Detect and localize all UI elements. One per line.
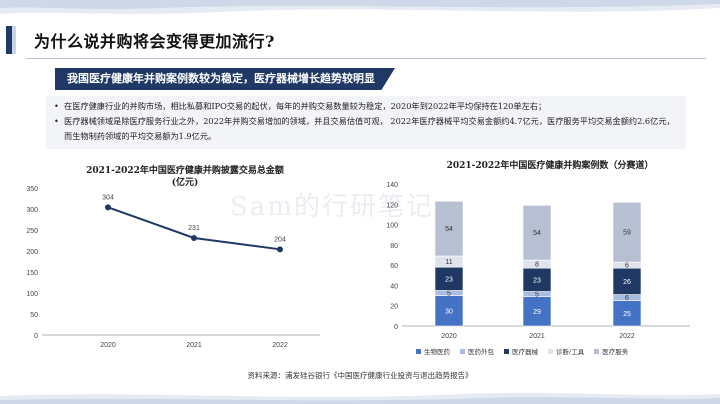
line-chart-title: 2021-2022年中国医疗健康并购披露交易总金额 (亿元) bbox=[60, 165, 310, 189]
legend-label: 医药外包 bbox=[468, 348, 494, 356]
title-accent-bar bbox=[6, 26, 16, 54]
bar-data-label: 5 bbox=[535, 292, 539, 299]
legend-label: 生物医药 bbox=[424, 348, 450, 356]
legend-label: 诊断/工具 bbox=[556, 348, 585, 356]
bar-segment bbox=[522, 296, 552, 327]
bar-segment bbox=[612, 267, 642, 295]
line-y-tick-label: 200 bbox=[26, 249, 38, 256]
bar-y-tick-label: 60 bbox=[390, 263, 398, 270]
line-chart: 0 50 100 150 200 250 300 350 2020 2021 2022 304 231 2… bbox=[26, 186, 320, 349]
line-y-tick-label: 350 bbox=[26, 186, 38, 193]
source-note: 资料来源：浦发硅谷银行《中国医疗健康行业投资与退出趋势报告》 bbox=[247, 371, 473, 380]
line-y-tick-label: 150 bbox=[26, 270, 38, 277]
bar-y-tick-label: 0 bbox=[394, 324, 398, 331]
bar-segment bbox=[434, 200, 464, 257]
line-y-tick-label: 0 bbox=[34, 333, 38, 340]
legend-swatch bbox=[548, 348, 553, 354]
stacked-bar-chart: 0 20 40 60 80 100 120 140 30 5 23 11 54 2020 29 5 23 8 54 2… bbox=[386, 182, 690, 340]
bar-data-label: 23 bbox=[445, 276, 453, 283]
legend-swatch bbox=[504, 348, 509, 354]
title-divider bbox=[26, 58, 706, 59]
bar-data-label: 5 bbox=[447, 291, 451, 298]
bar-data-label: 25 bbox=[623, 311, 631, 318]
bar-y-tick-label: 80 bbox=[390, 243, 398, 250]
legend-item: 诊断/工具 bbox=[548, 346, 584, 356]
line-point bbox=[105, 204, 111, 211]
bar-data-label: 23 bbox=[533, 277, 541, 284]
bullet-item: • 医疗器械领域是除医疗服务行业之外，2022年并购交易增加的领域，并且交易估值… bbox=[54, 114, 678, 144]
bar-data-label: 30 bbox=[445, 308, 453, 315]
line-x-tick-label: 2022 bbox=[272, 342, 288, 349]
bar-x-tick-label: 2021 bbox=[529, 333, 545, 340]
line-data-label: 304 bbox=[102, 194, 114, 201]
line-chart-subtitle: (亿元) bbox=[171, 178, 199, 188]
bar-segment bbox=[434, 295, 464, 327]
line-point bbox=[277, 246, 283, 253]
bar-y-tick-label: 140 bbox=[386, 182, 398, 189]
bar-y-tick-label: 100 bbox=[386, 223, 398, 230]
footer-wave-decoration bbox=[0, 392, 720, 404]
legend-item: 医药外包 bbox=[460, 346, 494, 356]
legend-label: 医疗器械 bbox=[512, 348, 538, 356]
line-point bbox=[191, 234, 197, 241]
line-y-tick-label: 300 bbox=[26, 207, 38, 214]
legend-swatch bbox=[594, 348, 600, 354]
bar-segment bbox=[612, 201, 642, 263]
line-data-label: 231 bbox=[188, 225, 200, 232]
bar-segment bbox=[612, 300, 642, 327]
bullet-dot: • bbox=[54, 116, 59, 126]
header-wave-decoration bbox=[0, 0, 720, 14]
line-y-tick-label: 50 bbox=[30, 312, 38, 319]
bar-data-label: 11 bbox=[445, 259, 452, 266]
bar-data-label: 6 bbox=[625, 295, 629, 302]
line-x-tick-label: 2020 bbox=[100, 342, 116, 349]
legend-swatch bbox=[416, 348, 421, 354]
bar-data-label: 26 bbox=[623, 279, 631, 286]
bar-data-label: 59 bbox=[623, 230, 631, 237]
page-title: 为什么说并购将会变得更加流行? bbox=[34, 32, 275, 51]
legend-label: 医疗服务 bbox=[602, 348, 629, 356]
bar-segment bbox=[522, 204, 552, 261]
line-y-tick-label: 100 bbox=[26, 291, 38, 298]
bar-x-tick-label: 2022 bbox=[619, 333, 635, 340]
line-x-tick-label: 2021 bbox=[186, 342, 202, 349]
bullet-text: 医疗器械领域是除医疗服务行业之外，2022年并购交易增加的领域，并且交易估值可观… bbox=[64, 116, 675, 141]
legend-swatch bbox=[460, 348, 465, 354]
bar-data-label: 29 bbox=[533, 309, 541, 316]
bar-data-label: 54 bbox=[533, 230, 541, 237]
bullet-item: • 在医疗健康行业的并购市场，相比私募和IPO交易的起伏，每年的并购交易数量较为… bbox=[54, 99, 678, 114]
bar-chart-title: 2021-2022年中国医疗健康并购案例数（分赛道） bbox=[446, 161, 654, 171]
line-y-tick-label: 250 bbox=[26, 228, 38, 235]
legend-item: 医疗器械 bbox=[504, 346, 538, 356]
bullet-dot: • bbox=[54, 101, 59, 111]
section-banner: 我国医疗健康年并购案例数较为稳定，医疗器械增长趋势较明显 bbox=[55, 68, 395, 90]
bar-data-label: 6 bbox=[625, 263, 629, 270]
bar-data-label: 54 bbox=[445, 226, 453, 233]
line-data-label: 204 bbox=[274, 236, 286, 243]
legend-item: 生物医药 bbox=[416, 346, 450, 356]
bar-y-tick-label: 20 bbox=[390, 304, 398, 311]
bullet-list: • 在医疗健康行业的并购市场，相比私募和IPO交易的起伏，每年的并购交易数量较为… bbox=[46, 96, 686, 149]
bar-y-tick-label: 120 bbox=[386, 202, 398, 209]
watermark: Sam的行研笔记 bbox=[230, 192, 434, 222]
line-chart-title-text: 2021-2022年中国医疗健康并购披露交易总金额 bbox=[86, 166, 284, 176]
bullet-text: 在医疗健康行业的并购市场，相比私募和IPO交易的起伏，每年的并购交易数量较为稳定… bbox=[64, 101, 547, 111]
bar-data-label: 8 bbox=[535, 262, 539, 269]
bar-chart-legend: 生物医药 医药外包 医疗器械 诊断/工具 医疗服务 bbox=[416, 346, 628, 356]
bar-x-tick-label: 2020 bbox=[441, 333, 457, 340]
legend-item: 医疗服务 bbox=[594, 346, 628, 356]
bar-y-tick-label: 40 bbox=[390, 283, 398, 290]
